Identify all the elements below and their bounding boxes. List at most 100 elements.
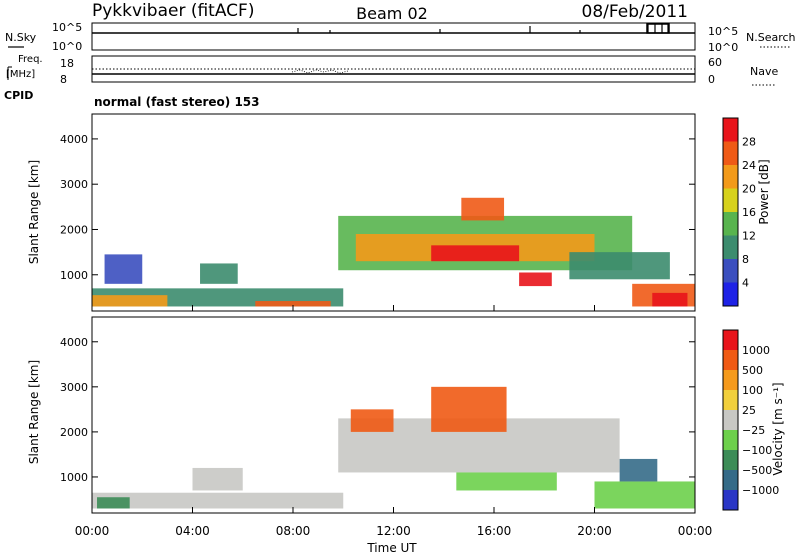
power-colorbar-tick: 20 xyxy=(742,183,756,196)
velocity-echo-region xyxy=(192,467,243,491)
power-panel: 1000 2000 3000 4000 Slant Range [km] 4 8 12 16… xyxy=(27,113,771,312)
velocity-echo-region xyxy=(431,386,507,432)
power-echo-region xyxy=(461,197,505,221)
velocity-colorbar-segment xyxy=(723,470,738,490)
freq-tick-top: 18 xyxy=(60,57,74,70)
velocity-colorbar-segment xyxy=(723,410,738,430)
time-axis-label: Time UT xyxy=(366,541,417,554)
velocity-colorbar-segment xyxy=(723,350,738,370)
date-title: 08/Feb/2011 xyxy=(582,2,688,22)
velocity-y-tick-label: 1000 xyxy=(60,471,88,484)
nsearch-tick-bottom: 10^0 xyxy=(708,41,738,54)
velocity-colorbar-tick: −500 xyxy=(742,464,772,477)
power-echo-region xyxy=(92,295,168,307)
power-colorbar-segment xyxy=(723,165,738,189)
freq-label-1: Freq. xyxy=(18,54,43,65)
power-colorbar-segment xyxy=(723,235,738,259)
power-colorbar-segment xyxy=(723,118,738,142)
power-frame xyxy=(91,113,696,312)
velocity-echo-region xyxy=(456,472,557,491)
beam-title: Beam 02 xyxy=(356,4,428,23)
velocity-colorbar-tick: 1000 xyxy=(742,344,770,357)
power-echo-region xyxy=(255,301,331,307)
x-tick-label: 20:00 xyxy=(577,524,612,538)
power-echo-region xyxy=(104,254,143,284)
power-echo-region xyxy=(519,272,552,287)
power-heatmap xyxy=(92,197,695,307)
velocity-colorbar-segment xyxy=(723,330,738,350)
freq-panel: Freq. [MHz] 18 8 60 0 Nave xyxy=(6,54,778,86)
velocity-echo-region xyxy=(92,492,344,509)
power-y-tick-label: 3000 xyxy=(60,178,88,191)
velocity-ylabel: Slant Range [km] xyxy=(27,360,41,464)
velocity-colorbar-segment xyxy=(723,390,738,410)
velocity-colorbar-tick: −1000 xyxy=(742,484,779,497)
power-y-ticks: 1000 2000 3000 4000 xyxy=(60,133,695,282)
x-tick-label: 04:00 xyxy=(175,524,210,538)
power-colorbar-segment xyxy=(723,188,738,212)
velocity-echo-region xyxy=(594,481,695,509)
nave-tick-bottom: 0 xyxy=(708,73,715,86)
nsky-block xyxy=(646,23,670,34)
velocity-panel: 1000 2000 3000 4000 Slant Range [km] −1000 −… xyxy=(27,316,785,514)
velocity-y-tick-label: 2000 xyxy=(60,426,88,439)
velocity-colorbar-tick: 500 xyxy=(742,364,763,377)
power-colorbar-segment xyxy=(723,259,738,283)
nsky-tick-top: 10^5 xyxy=(52,21,82,34)
nsearch-label: N.Search xyxy=(746,31,796,44)
power-colorbar-tick: 4 xyxy=(742,277,749,290)
power-colorbar-segment xyxy=(723,141,738,165)
power-y-tick-label: 1000 xyxy=(60,269,88,282)
velocity-colorbar-segment xyxy=(723,370,738,390)
velocity-echo-region xyxy=(350,409,394,432)
nave-tick-top: 60 xyxy=(708,56,722,69)
x-tick-label: 08:00 xyxy=(276,524,311,538)
power-echo-region xyxy=(652,292,688,307)
velocity-y-tick-label: 4000 xyxy=(60,336,88,349)
velocity-colorbar: −1000 −500 −100 −25 25 100 500 1000 xyxy=(722,329,779,511)
power-colorbar-segment xyxy=(723,282,738,306)
velocity-echo-region xyxy=(97,497,130,509)
velocity-colorbar-segment xyxy=(723,490,738,510)
cpid-text: normal (fast stereo) 153 xyxy=(94,95,260,109)
power-colorbar-tick: 24 xyxy=(742,159,756,172)
x-tick-label: 00:00 xyxy=(75,524,110,538)
nsky-tick-bottom: 10^0 xyxy=(52,40,82,53)
nave-label: Nave xyxy=(750,65,778,78)
power-colorbar-frame xyxy=(722,117,739,307)
power-colorbar-tick: 8 xyxy=(742,253,749,266)
power-colorbar-tick: 16 xyxy=(742,206,756,219)
nave-variation xyxy=(291,69,349,74)
freq-label-2: [MHz] xyxy=(6,69,35,80)
velocity-colorbar-tick: 100 xyxy=(742,384,763,397)
power-colorbar-label: Power [dB] xyxy=(757,159,771,224)
velocity-colorbar-tick: 25 xyxy=(742,404,756,417)
velocity-colorbar-frame xyxy=(722,329,739,511)
velocity-y-ticks: 1000 2000 3000 4000 xyxy=(60,336,695,484)
x-tick-label: 12:00 xyxy=(376,524,411,538)
power-y-tick-label: 2000 xyxy=(60,223,88,236)
power-ylabel: Slant Range [km] xyxy=(27,160,41,264)
x-tick-label: 16:00 xyxy=(477,524,512,538)
power-colorbar-tick: 28 xyxy=(742,136,756,149)
power-colorbar: 4 8 12 16 20 24 28 xyxy=(722,117,756,307)
power-y-tick-label: 4000 xyxy=(60,133,88,146)
velocity-colorbar-segment xyxy=(723,430,738,450)
nsearch-tick-top: 10^5 xyxy=(708,25,738,38)
velocity-y-tick-label: 3000 xyxy=(60,381,88,394)
velocity-colorbar-label: Velocity [m s⁻¹] xyxy=(771,382,785,475)
cpid-label: CPID xyxy=(4,89,33,102)
velocity-echo-region xyxy=(619,458,658,482)
station-title: Pykkvibaer (fitACF) xyxy=(92,1,254,21)
freq-tick-bottom: 8 xyxy=(60,73,67,86)
x-tick-label: 00:00 xyxy=(678,524,713,538)
power-echo-region xyxy=(200,263,238,284)
power-echo-region xyxy=(569,252,670,280)
power-echo-region xyxy=(431,245,520,262)
velocity-heatmap xyxy=(92,386,695,509)
power-colorbar-segment xyxy=(723,212,738,236)
nsky-label: N.Sky xyxy=(5,31,37,44)
nsky-panel: N.Sky 10^5 10^0 10^5 10^0 N.Search xyxy=(5,21,796,54)
time-x-axis: 00:00 04:00 08:00 12:00 16:00 20:00 00:00 xyxy=(75,305,713,538)
